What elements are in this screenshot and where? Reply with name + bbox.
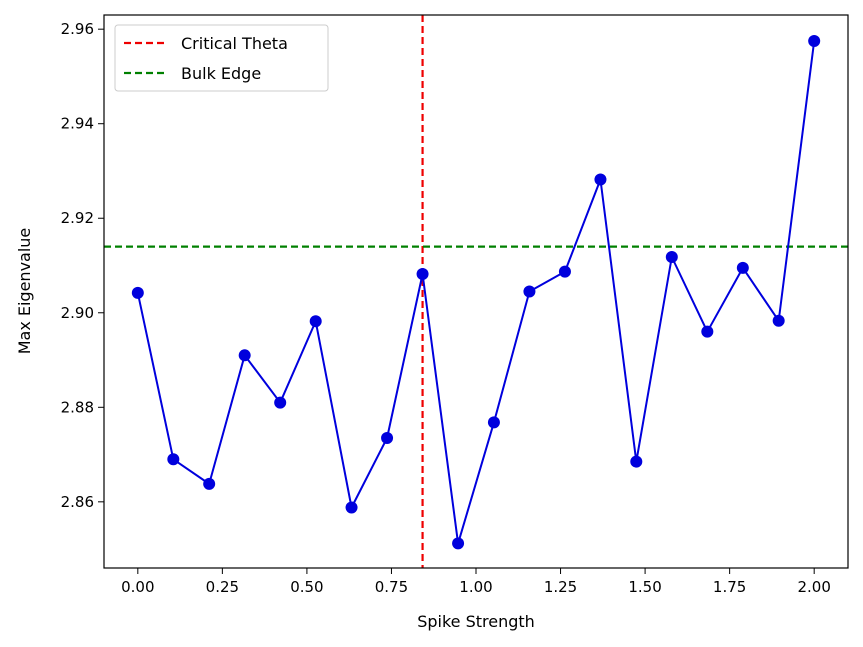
data-point [203,477,216,490]
y-tick-label: 2.96 [61,20,94,38]
data-point [238,349,251,362]
data-point [416,268,429,281]
data-point [167,453,180,466]
data-point [808,34,821,47]
y-tick-label: 2.92 [61,209,94,227]
data-point [523,285,536,298]
x-tick-label: 1.75 [713,578,746,596]
data-point [131,286,144,299]
plot-area [104,15,848,568]
series-line [136,40,816,545]
x-tick-label: 0.00 [121,578,154,596]
data-point [452,537,465,550]
data-point [274,396,287,409]
data-point [701,325,714,338]
data-point [665,250,678,263]
y-tick-label: 2.90 [61,304,94,322]
data-point [381,432,394,445]
y-axis-label: Max Eigenvalue [15,228,34,355]
y-axis: 2.86 2.88 2.90 2.92 2.94 2.96 [61,20,104,511]
data-point [630,455,643,468]
x-tick-label: 1.00 [459,578,492,596]
y-tick-label: 2.88 [61,398,94,416]
x-tick-label: 1.50 [628,578,661,596]
legend-label-critical-theta: Critical Theta [181,34,288,53]
x-axis: 0.00 0.25 0.50 0.75 1.00 1.25 1.50 1.75 2.00 [121,568,831,596]
data-point [345,501,358,514]
data-point [736,261,749,274]
series-layer [131,34,821,550]
x-axis-label: Spike Strength [417,612,535,631]
data-point [772,314,785,327]
legend-label-bulk-edge: Bulk Edge [181,64,261,83]
data-point [558,265,571,278]
legend: Critical Theta Bulk Edge [114,24,329,92]
y-tick-label: 2.94 [61,115,94,133]
x-tick-label: 2.00 [797,578,830,596]
data-point [309,315,322,328]
data-point [594,173,607,186]
x-tick-label: 0.50 [290,578,323,596]
x-tick-label: 0.75 [375,578,408,596]
x-tick-label: 0.25 [206,578,239,596]
x-tick-label: 1.25 [544,578,577,596]
reference-lines [104,15,848,568]
data-point [487,416,500,429]
legend-box [114,24,329,92]
y-tick-label: 2.86 [61,493,94,511]
